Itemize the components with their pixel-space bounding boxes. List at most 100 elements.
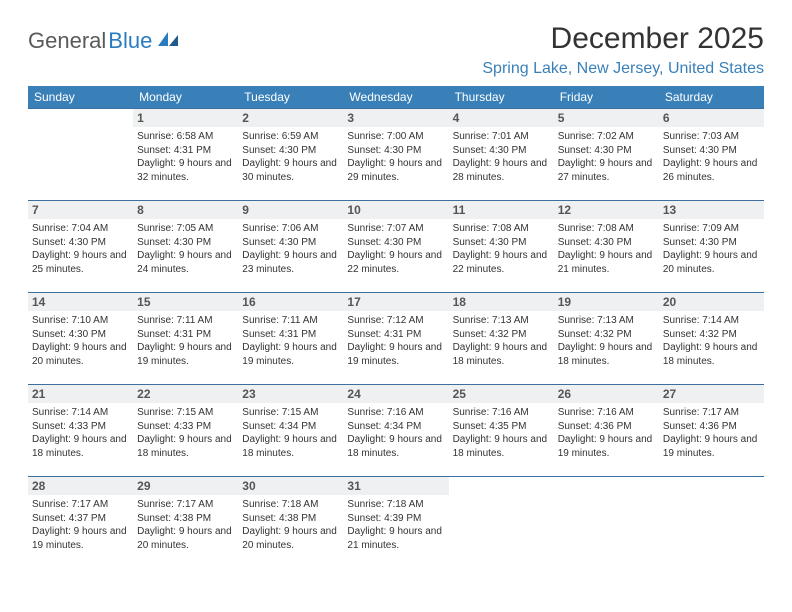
day-cell: 3Sunrise: 7:00 AMSunset: 4:30 PMDaylight… — [343, 109, 448, 201]
sunset-text: Sunset: 4:36 PM — [558, 420, 655, 434]
day-number: 14 — [28, 293, 133, 311]
sunset-text: Sunset: 4:34 PM — [347, 420, 444, 434]
daylight-text: Daylight: 9 hours and 18 minutes. — [453, 341, 550, 368]
sunset-text: Sunset: 4:30 PM — [242, 144, 339, 158]
day-number: 31 — [343, 477, 448, 495]
sunrise-text: Sunrise: 7:16 AM — [453, 406, 550, 420]
sunset-text: Sunset: 4:30 PM — [558, 144, 655, 158]
day-number: 10 — [343, 201, 448, 219]
sunrise-text: Sunrise: 6:58 AM — [137, 130, 234, 144]
sunset-text: Sunset: 4:32 PM — [453, 328, 550, 342]
day-cell — [659, 477, 764, 569]
day-number: 24 — [343, 385, 448, 403]
sunset-text: Sunset: 4:31 PM — [242, 328, 339, 342]
dow-friday: Friday — [554, 86, 659, 109]
day-number: 8 — [133, 201, 238, 219]
week-row: 7Sunrise: 7:04 AMSunset: 4:30 PMDaylight… — [28, 201, 764, 293]
daylight-text: Daylight: 9 hours and 27 minutes. — [558, 157, 655, 184]
day-number: 13 — [659, 201, 764, 219]
daylight-text: Daylight: 9 hours and 19 minutes. — [558, 433, 655, 460]
day-number: 26 — [554, 385, 659, 403]
week-row: 1Sunrise: 6:58 AMSunset: 4:31 PMDaylight… — [28, 109, 764, 201]
day-cell: 5Sunrise: 7:02 AMSunset: 4:30 PMDaylight… — [554, 109, 659, 201]
sunrise-text: Sunrise: 7:17 AM — [137, 498, 234, 512]
logo-text-2: Blue — [108, 28, 152, 54]
sunset-text: Sunset: 4:39 PM — [347, 512, 444, 526]
daylight-text: Daylight: 9 hours and 18 minutes. — [347, 433, 444, 460]
sunset-text: Sunset: 4:36 PM — [663, 420, 760, 434]
sunset-text: Sunset: 4:30 PM — [32, 328, 129, 342]
day-number: 4 — [449, 109, 554, 127]
sunrise-text: Sunrise: 7:17 AM — [663, 406, 760, 420]
day-cell: 13Sunrise: 7:09 AMSunset: 4:30 PMDayligh… — [659, 201, 764, 293]
day-cell: 28Sunrise: 7:17 AMSunset: 4:37 PMDayligh… — [28, 477, 133, 569]
day-cell: 11Sunrise: 7:08 AMSunset: 4:30 PMDayligh… — [449, 201, 554, 293]
day-cell: 4Sunrise: 7:01 AMSunset: 4:30 PMDaylight… — [449, 109, 554, 201]
daylight-text: Daylight: 9 hours and 18 minutes. — [242, 433, 339, 460]
day-number — [659, 477, 764, 481]
sunrise-text: Sunrise: 7:12 AM — [347, 314, 444, 328]
day-number: 12 — [554, 201, 659, 219]
daylight-text: Daylight: 9 hours and 28 minutes. — [453, 157, 550, 184]
day-cell: 26 Sunrise: 7:16 AMSunset: 4:36 PMDayligh… — [554, 385, 659, 477]
daylight-text: Daylight: 9 hours and 18 minutes. — [663, 341, 760, 368]
day-number — [28, 109, 133, 113]
sunset-text: Sunset: 4:30 PM — [347, 236, 444, 250]
sunset-text: Sunset: 4:31 PM — [347, 328, 444, 342]
sunset-text: Sunset: 4:34 PM — [242, 420, 339, 434]
sunrise-text: Sunrise: 7:16 AM — [347, 406, 444, 420]
dow-monday: Monday — [133, 86, 238, 109]
sunset-text: Sunset: 4:38 PM — [137, 512, 234, 526]
sunrise-text: Sunrise: 7:15 AM — [242, 406, 339, 420]
daylight-text: Daylight: 9 hours and 23 minutes. — [242, 249, 339, 276]
daylight-text: Daylight: 9 hours and 18 minutes. — [558, 341, 655, 368]
day-number: 22 — [133, 385, 238, 403]
sunset-text: Sunset: 4:30 PM — [453, 144, 550, 158]
daylight-text: Daylight: 9 hours and 26 minutes. — [663, 157, 760, 184]
day-cell: 30Sunrise: 7:18 AMSunset: 4:38 PMDayligh… — [238, 477, 343, 569]
day-cell: 18Sunrise: 7:13 AMSunset: 4:32 PMDayligh… — [449, 293, 554, 385]
day-cell: 20Sunrise: 7:14 AMSunset: 4:32 PMDayligh… — [659, 293, 764, 385]
daylight-text: Daylight: 9 hours and 18 minutes. — [137, 433, 234, 460]
day-number: 20 — [659, 293, 764, 311]
week-row: 21Sunrise: 7:14 AMSunset: 4:33 PMDayligh… — [28, 385, 764, 477]
day-cell: 16Sunrise: 7:11 AMSunset: 4:31 PMDayligh… — [238, 293, 343, 385]
dow-thursday: Thursday — [449, 86, 554, 109]
day-number: 25 — [449, 385, 554, 403]
sunset-text: Sunset: 4:30 PM — [242, 236, 339, 250]
daylight-text: Daylight: 9 hours and 22 minutes. — [347, 249, 444, 276]
sunset-text: Sunset: 4:30 PM — [347, 144, 444, 158]
sunrise-text: Sunrise: 7:03 AM — [663, 130, 760, 144]
logo-sail-icon — [156, 30, 180, 48]
calendar-table: Sunday Monday Tuesday Wednesday Thursday… — [28, 86, 764, 569]
sunrise-text: Sunrise: 7:07 AM — [347, 222, 444, 236]
day-cell: 29Sunrise: 7:17 AMSunset: 4:38 PMDayligh… — [133, 477, 238, 569]
day-cell: 19Sunrise: 7:13 AMSunset: 4:32 PMDayligh… — [554, 293, 659, 385]
sunset-text: Sunset: 4:32 PM — [663, 328, 760, 342]
day-cell: 21Sunrise: 7:14 AMSunset: 4:33 PMDayligh… — [28, 385, 133, 477]
dow-sunday: Sunday — [28, 86, 133, 109]
sunrise-text: Sunrise: 7:08 AM — [558, 222, 655, 236]
day-number: 5 — [554, 109, 659, 127]
sunrise-text: Sunrise: 7:16 AM — [558, 406, 655, 420]
day-number: 15 — [133, 293, 238, 311]
day-number: 1 — [133, 109, 238, 127]
sunrise-text: Sunrise: 7:13 AM — [453, 314, 550, 328]
day-cell — [554, 477, 659, 569]
daylight-text: Daylight: 9 hours and 21 minutes. — [558, 249, 655, 276]
day-cell: 7Sunrise: 7:04 AMSunset: 4:30 PMDaylight… — [28, 201, 133, 293]
sunset-text: Sunset: 4:31 PM — [137, 328, 234, 342]
daylight-text: Daylight: 9 hours and 24 minutes. — [137, 249, 234, 276]
daylight-text: Daylight: 9 hours and 19 minutes. — [32, 525, 129, 552]
day-cell: 24 Sunrise: 7:16 AMSunset: 4:34 PMDayligh… — [343, 385, 448, 477]
daylight-text: Daylight: 9 hours and 19 minutes. — [137, 341, 234, 368]
daylight-text: Daylight: 9 hours and 19 minutes. — [347, 341, 444, 368]
day-number: 3 — [343, 109, 448, 127]
day-cell — [28, 109, 133, 201]
day-number: 2 — [238, 109, 343, 127]
sunrise-text: Sunrise: 7:04 AM — [32, 222, 129, 236]
day-cell: 27Sunrise: 7:17 AMSunset: 4:36 PMDayligh… — [659, 385, 764, 477]
daylight-text: Daylight: 9 hours and 29 minutes. — [347, 157, 444, 184]
sunset-text: Sunset: 4:32 PM — [558, 328, 655, 342]
day-cell: 9Sunrise: 7:06 AMSunset: 4:30 PMDaylight… — [238, 201, 343, 293]
